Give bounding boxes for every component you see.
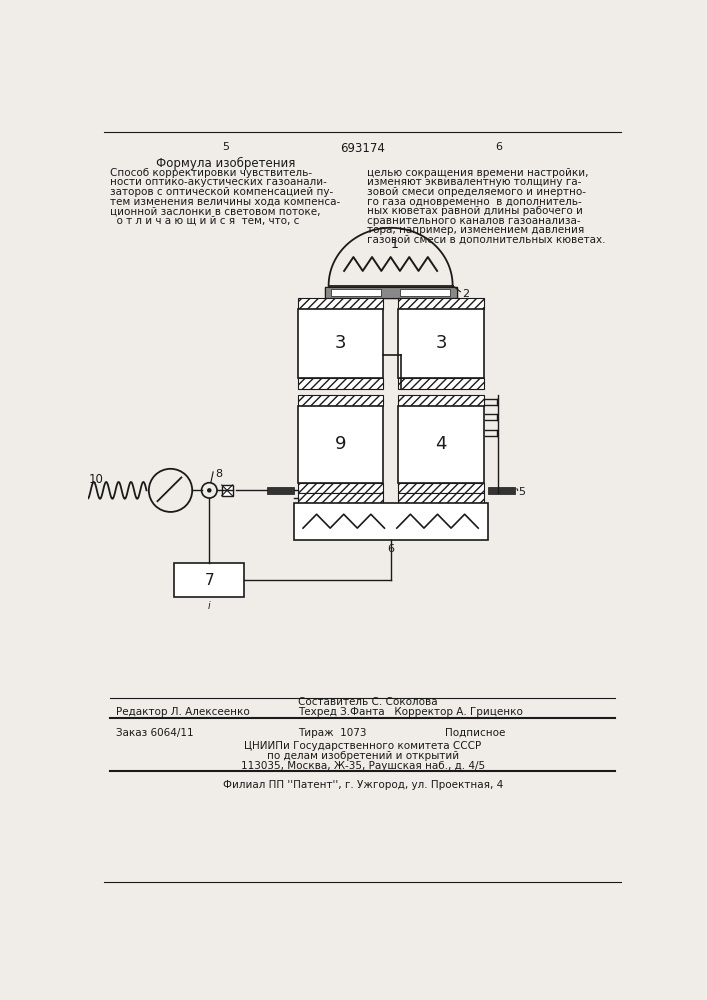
- Text: Техред З.Фанта   Корректор А. Гриценко: Техред З.Фанта Корректор А. Гриценко: [298, 707, 522, 717]
- Bar: [298, 493, 383, 503]
- Bar: [222, 485, 233, 496]
- Text: зовой смеси определяемого и инертно-: зовой смеси определяемого и инертно-: [368, 187, 586, 197]
- Text: i: i: [208, 601, 211, 611]
- Circle shape: [208, 489, 211, 492]
- Bar: [325, 287, 457, 298]
- Text: Редактор Л. Алексеенко: Редактор Л. Алексеенко: [115, 707, 250, 717]
- Text: 113035, Москва, Ж-35, Раушская наб., д. 4/5: 113035, Москва, Ж-35, Раушская наб., д. …: [240, 761, 485, 771]
- Bar: [400, 289, 450, 296]
- Text: Способ корректировки чувствитель-: Способ корректировки чувствитель-: [110, 168, 312, 178]
- Bar: [398, 395, 484, 406]
- Text: Тираж  1073: Тираж 1073: [298, 728, 366, 738]
- Text: 3: 3: [334, 334, 346, 352]
- Text: Формула изобретения: Формула изобретения: [156, 157, 296, 170]
- Bar: [298, 406, 383, 483]
- Text: 10: 10: [88, 473, 103, 486]
- Text: 4: 4: [436, 435, 447, 453]
- Text: 693174: 693174: [340, 142, 385, 155]
- Text: 1: 1: [390, 238, 399, 251]
- Bar: [267, 487, 293, 494]
- Text: 8: 8: [216, 469, 223, 479]
- Bar: [331, 289, 381, 296]
- Bar: [325, 287, 457, 298]
- Text: сравнительного каналов газоанализа-: сравнительного каналов газоанализа-: [368, 216, 581, 226]
- Bar: [398, 309, 484, 378]
- Text: газовой смеси в дополнительных кюветах.: газовой смеси в дополнительных кюветах.: [368, 235, 606, 245]
- Bar: [298, 483, 383, 493]
- Text: 7: 7: [204, 573, 214, 588]
- Bar: [62, 484, 67, 497]
- Text: ных кюветах равной длины рабочего и: ных кюветах равной длины рабочего и: [368, 206, 583, 216]
- Bar: [72, 482, 83, 499]
- Text: 9: 9: [334, 435, 346, 453]
- Text: ЦНИИПи Государственного комитета СССР: ЦНИИПи Государственного комитета СССР: [244, 741, 481, 751]
- Text: заторов с оптической компенсацией пу-: заторов с оптической компенсацией пу-: [110, 187, 333, 197]
- Bar: [398, 378, 484, 389]
- Bar: [298, 298, 383, 309]
- Text: изменяют эквивалентную толщину га-: изменяют эквивалентную толщину га-: [368, 177, 582, 187]
- Bar: [488, 487, 515, 494]
- Text: 6: 6: [496, 142, 503, 152]
- Text: тем изменения величины хода компенса-: тем изменения величины хода компенса-: [110, 197, 340, 207]
- Bar: [293, 503, 488, 540]
- Text: целью сокращения времени настройки,: целью сокращения времени настройки,: [368, 168, 589, 178]
- Text: Заказ 6064/11: Заказ 6064/11: [115, 728, 193, 738]
- Bar: [398, 483, 484, 493]
- Text: Филиал ПП ''Патент'', г. Ужгород, ул. Проектная, 4: Филиал ПП ''Патент'', г. Ужгород, ул. Пр…: [223, 780, 503, 790]
- Text: ционной заслонки в световом потоке,: ционной заслонки в световом потоке,: [110, 206, 320, 216]
- Bar: [175, 563, 244, 597]
- Bar: [298, 395, 383, 406]
- Text: Составитель С. Соколова: Составитель С. Соколова: [298, 697, 437, 707]
- Text: ности оптико-акустических газоанали-: ности оптико-акустических газоанали-: [110, 177, 327, 187]
- Bar: [298, 378, 383, 389]
- Bar: [298, 309, 383, 378]
- Bar: [398, 493, 484, 503]
- Text: 5: 5: [222, 142, 229, 152]
- Text: 2: 2: [462, 289, 469, 299]
- Text: о т л и ч а ю щ и й с я  тем, что, с: о т л и ч а ю щ и й с я тем, что, с: [110, 216, 300, 226]
- Text: 5: 5: [518, 487, 525, 497]
- Text: по делам изобретений и открытий: по делам изобретений и открытий: [267, 751, 459, 761]
- Bar: [398, 298, 484, 309]
- Text: го газа одновременно  в дополнитель-: го газа одновременно в дополнитель-: [368, 197, 582, 207]
- Text: 6: 6: [387, 544, 394, 554]
- Text: Подписное: Подписное: [445, 728, 506, 738]
- Text: тора, например, изменением давления: тора, например, изменением давления: [368, 225, 585, 235]
- Bar: [398, 406, 484, 483]
- Text: 3: 3: [436, 334, 447, 352]
